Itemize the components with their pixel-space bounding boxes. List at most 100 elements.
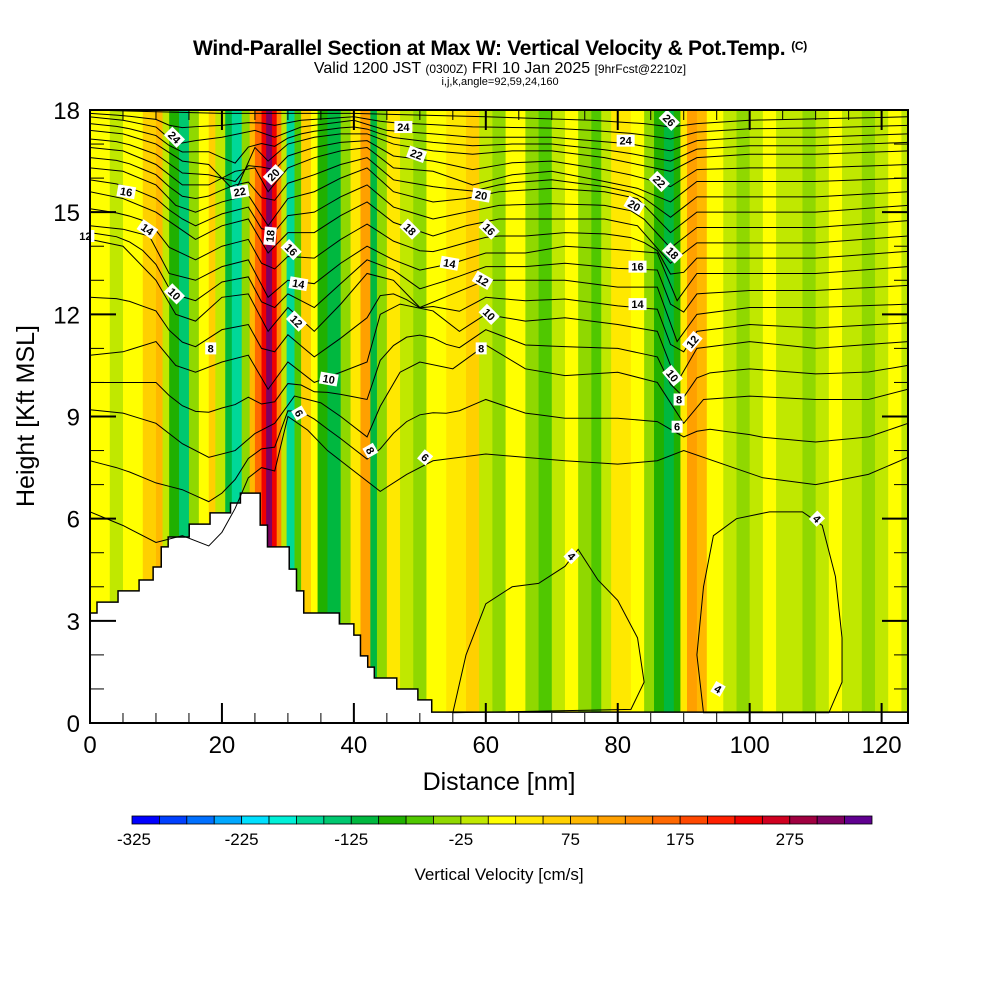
velocity-band <box>802 110 817 723</box>
velocity-band <box>479 110 493 723</box>
colorbar-title: Vertical Velocity [cm/s] <box>414 865 583 884</box>
contour-label-text: 8 <box>208 343 214 355</box>
velocity-band <box>776 110 803 723</box>
contour-label-text: 14 <box>291 278 306 292</box>
x-tick-label: 0 <box>83 732 96 759</box>
colorbar-swatch <box>460 815 489 825</box>
isentrope-intermediate <box>90 232 908 313</box>
velocity-band <box>261 110 267 723</box>
contour-label-box <box>681 330 703 353</box>
velocity-band <box>525 110 540 723</box>
velocity-band <box>249 110 256 723</box>
contour-label: 22 <box>229 184 250 200</box>
isentrope-intermediate <box>90 293 908 358</box>
contour-label-box <box>478 303 500 325</box>
contour-label: 14 <box>439 255 460 271</box>
contour-label-box <box>661 242 684 264</box>
colorbar-swatch <box>515 815 544 825</box>
colorbar-swatch <box>761 815 791 825</box>
velocity-band <box>340 110 352 723</box>
velocity-band <box>208 110 216 723</box>
isentrope-24 <box>90 116 908 152</box>
velocity-band <box>231 110 243 723</box>
velocity-band <box>591 110 602 723</box>
contour-label: 4 <box>710 680 726 697</box>
colorbar-swatch <box>213 815 243 825</box>
x-tick-label: 60 <box>472 732 499 759</box>
y-tick-label: 18 <box>53 98 80 125</box>
velocity-band <box>446 110 467 723</box>
colorbar-swatch <box>268 815 297 825</box>
isentrope-8 <box>90 344 908 458</box>
velocity-band <box>215 110 226 723</box>
colorbar-swatch <box>323 815 352 825</box>
colorbar-swatch <box>131 815 160 825</box>
velocity-band <box>241 110 251 723</box>
velocity-band <box>875 110 889 723</box>
contour-label-text: 14 <box>442 257 457 271</box>
velocity-band <box>266 110 273 723</box>
y-tick-label: 0 <box>67 711 80 738</box>
velocity-band <box>762 110 777 723</box>
velocity-band <box>360 110 371 723</box>
contour-label-box <box>628 298 647 311</box>
colorbar-swatch <box>734 815 763 825</box>
contour-label: 6 <box>671 420 683 434</box>
contour-label-text: 22 <box>233 186 247 200</box>
isentrope-12 <box>90 238 908 343</box>
contour-label: 14 <box>628 298 647 311</box>
isentrope-18 <box>90 167 908 234</box>
contour-label: 6 <box>291 405 308 421</box>
contour-label-box <box>116 184 137 200</box>
x-tick-label: 80 <box>604 732 631 759</box>
contour-label-box <box>478 218 500 240</box>
colorbar-tick-label: -25 <box>449 830 474 849</box>
velocity-band <box>673 110 681 723</box>
contour-label: 8 <box>205 342 217 355</box>
velocity-band <box>350 110 361 723</box>
contour-label: 20 <box>623 195 646 216</box>
colorbar-tick-label: -225 <box>225 830 259 849</box>
velocity-band <box>169 110 180 723</box>
colorbar: -325 -225 -125 -25 75 175 275 <box>117 815 873 849</box>
contour-label: 8 <box>673 393 685 406</box>
velocity-band <box>376 110 388 723</box>
colorbar-swatch <box>296 815 325 825</box>
velocity-band <box>301 110 312 723</box>
velocity-band <box>696 110 708 723</box>
x-tick-label: 40 <box>341 732 368 759</box>
contour-label-box <box>563 547 580 565</box>
contour-label-text: 20 <box>625 198 642 215</box>
contour-label-box <box>362 442 379 459</box>
valid-utc: (0300Z) <box>425 62 468 76</box>
isentrope-22 <box>90 129 908 193</box>
contour-label-box <box>658 109 680 131</box>
axes: 0 20 40 60 80 100 120 0 3 6 9 12 15 18 <box>53 98 908 759</box>
contour-label: 6 <box>417 449 434 466</box>
contour-label-box <box>439 255 460 271</box>
colorbar-tick-label: 75 <box>561 830 580 849</box>
velocity-band <box>663 110 675 723</box>
velocity-band <box>272 110 278 723</box>
contour-label-text: 6 <box>674 422 680 434</box>
contour-label-box <box>285 310 308 332</box>
x-axis-label: Distance [nm] <box>423 768 576 796</box>
colorbar-swatch <box>405 815 434 825</box>
copyright-mark: (C) <box>791 39 807 53</box>
velocity-band <box>386 110 401 723</box>
contour-label-box <box>710 680 726 697</box>
velocity-band <box>225 110 233 723</box>
contour-label-text: 16 <box>631 262 643 274</box>
contour-label-text: 24 <box>397 122 410 134</box>
contour-label: 10 <box>318 371 339 387</box>
velocity-band <box>466 110 480 723</box>
contour-label-box <box>417 449 434 466</box>
velocity-band <box>736 110 751 723</box>
colorbar-swatch <box>159 815 188 825</box>
colorbar-tick-label: -125 <box>334 830 368 849</box>
isentrope-20 <box>90 146 908 203</box>
contour-label-box <box>318 371 339 387</box>
velocity-band <box>706 110 724 723</box>
velocity-band <box>317 110 328 723</box>
contour-label-box <box>291 405 308 421</box>
